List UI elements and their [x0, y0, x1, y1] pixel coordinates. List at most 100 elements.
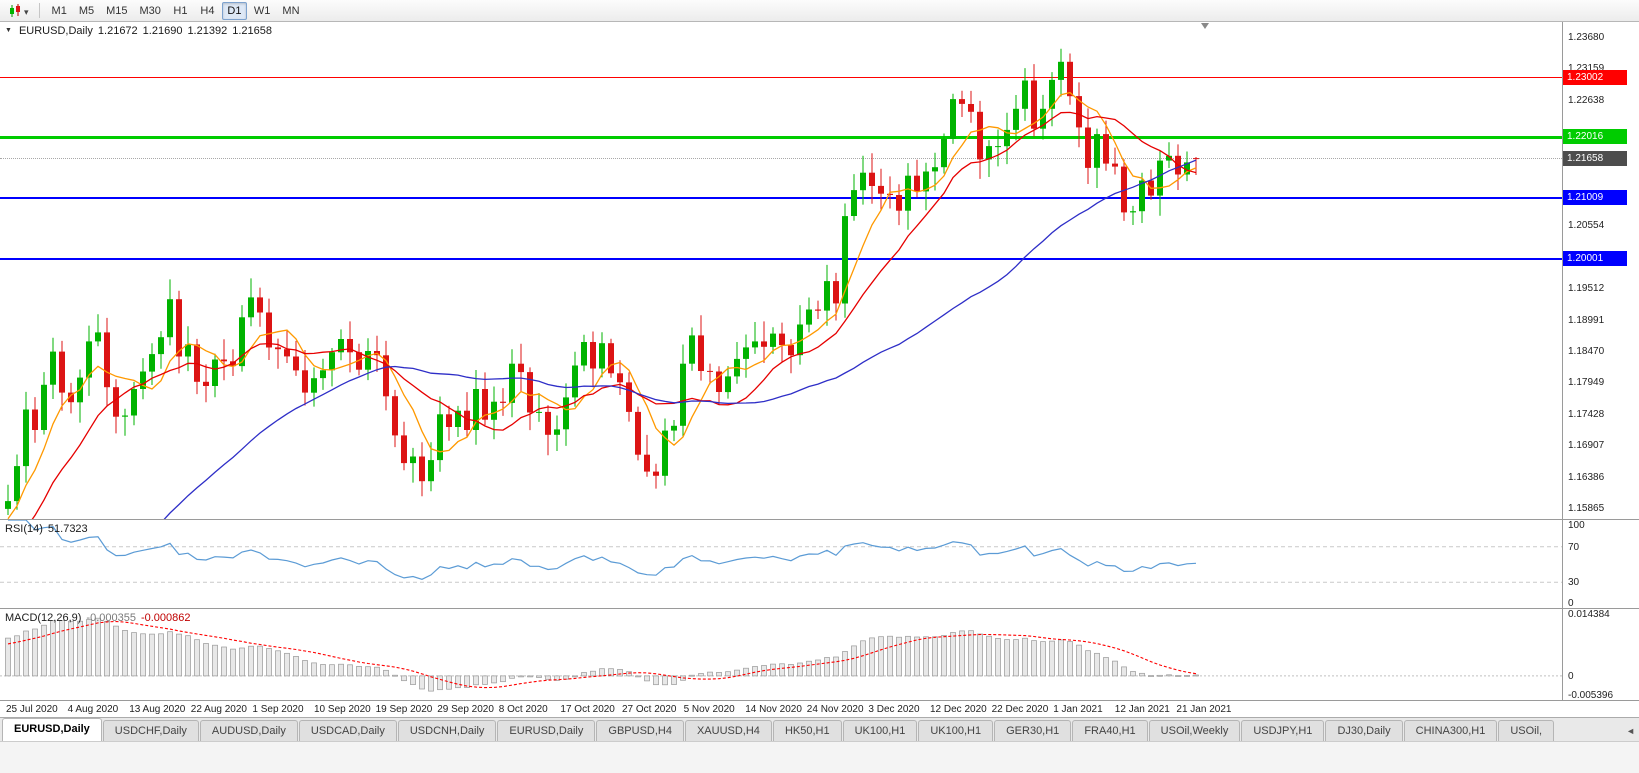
chart-tab-gbpusd-h4[interactable]: GBPUSD,H4 [596, 720, 684, 741]
time-axis-label: 1 Jan 2021 [1053, 704, 1103, 715]
status-strip [0, 741, 1639, 773]
price-chart[interactable] [0, 22, 1562, 519]
chart-tab-uk100-h1[interactable]: UK100,H1 [918, 720, 994, 741]
price-axis-tick: 1.16386 [1568, 471, 1605, 483]
macd-plot[interactable] [0, 609, 1562, 700]
chart-tab-usdjpy-h1[interactable]: USDJPY,H1 [1241, 720, 1325, 741]
chart-tab-uk100-h1[interactable]: UK100,H1 [842, 720, 918, 741]
timeframe-button-d1[interactable]: D1 [221, 1, 247, 20]
horizontal-level-line[interactable] [0, 197, 1562, 199]
price-axis-tick: 1.23680 [1568, 32, 1605, 44]
candlestick-chart-icon [10, 3, 20, 17]
price-axis-tick: 1.17949 [1568, 377, 1605, 389]
rsi-axis-tick: 30 [1568, 577, 1580, 589]
timeframe-button-m30[interactable]: M30 [139, 4, 161, 17]
current-price-badge: 1.21658 [1563, 150, 1627, 166]
macd-signal-value: -0.000862 [140, 612, 191, 624]
toolbar-separator [38, 3, 40, 18]
time-axis-label: 12 Dec 2020 [930, 704, 987, 715]
rsi-axis-tick: 0 [1568, 598, 1574, 609]
time-axis-label: 8 Oct 2020 [498, 704, 548, 715]
time-axis-label: 29 Sep 2020 [437, 704, 494, 715]
time-axis-label: 19 Sep 2020 [375, 704, 433, 715]
main-chart-pane[interactable]: EURUSD,Daily 1.21672 1.21690 1.21392 1.21658 [0, 22, 1562, 519]
tab-scroll-left-button[interactable]: ◄ [1626, 726, 1635, 736]
time-axis-label: 21 Jan 2021 [1176, 704, 1232, 715]
rsi-title: RSI(14) 51.7323 [5, 523, 93, 535]
macd-axis-tick: 0.014384 [1568, 609, 1610, 620]
timeframe-button-m5[interactable]: M5 [78, 4, 95, 17]
rsi-axis-tick: 100 [1568, 520, 1585, 531]
time-axis-label: 25 Jul 2020 [6, 704, 58, 715]
chart-type-button[interactable] [5, 2, 32, 20]
timeframe-button-mn[interactable]: MN [282, 4, 300, 17]
timeframe-button-m1[interactable]: M1 [51, 4, 67, 17]
timeframe-button-group: M1 M5 M15 M30 H1 H4 D1 W1 MN [47, 1, 305, 20]
chart-tab-hk50-h1[interactable]: HK50,H1 [772, 720, 842, 741]
chart-tab-audusd-daily[interactable]: AUDUSD,Daily [199, 720, 298, 741]
chart-tab-xauusd-h4[interactable]: XAUUSD,H4 [684, 720, 772, 741]
rsi-plot[interactable] [0, 520, 1562, 608]
price-axis-main[interactable]: 1.23680 1.23159 1.22638 1.20554 1.19512 1.189… [1563, 22, 1639, 519]
price-axis-tick: 1.23159 [1568, 63, 1604, 74]
macd-axis-tick: 0 [1568, 670, 1574, 682]
rsi-current-value: 51.7323 [47, 523, 88, 535]
time-axis-label: 12 Jan 2021 [1114, 704, 1170, 715]
time-axis-label: 13 Aug 2020 [129, 704, 186, 715]
chart-tab-usoil-weekly[interactable]: USOil,Weekly [1148, 720, 1241, 741]
price-axis-tick: 1.20554 [1568, 220, 1605, 232]
macd-axis-tick: -0.005396 [1568, 690, 1614, 701]
price-level-badge: 1.22016 [1563, 129, 1627, 145]
time-axis-label: 5 Nov 2020 [683, 704, 735, 715]
ohlc-open: 1.21672 [97, 25, 138, 37]
current-price-line [0, 157, 1562, 159]
time-axis-label: 22 Dec 2020 [991, 704, 1049, 715]
price-axis-macd[interactable]: 0.014384 0 -0.005396 [1563, 608, 1639, 701]
time-axis-label: 10 Sep 2020 [314, 704, 371, 715]
time-axis-label: 17 Oct 2020 [560, 704, 615, 715]
chart-tab-dj30-daily[interactable]: DJ30,Daily [1325, 720, 1403, 741]
price-axis-tick: 1.19512 [1568, 283, 1605, 295]
price-axis-tick: 1.16907 [1568, 440, 1605, 452]
timeframe-button-h4[interactable]: H4 [200, 4, 215, 17]
macd-pane[interactable]: MACD(12,26,9) -0.000355 -0.000862 [0, 608, 1562, 700]
time-axis-label: 24 Nov 2020 [806, 704, 864, 715]
chart-tab-ger30-h1[interactable]: GER30,H1 [994, 720, 1072, 741]
timeframe-button-h1[interactable]: H1 [173, 4, 188, 17]
macd-title: MACD(12,26,9) -0.000355 -0.000862 [5, 612, 196, 624]
symbol-title: EURUSD,Daily [18, 25, 93, 37]
timeframe-button-m15[interactable]: M15 [106, 4, 128, 17]
chevron-down-icon [24, 2, 29, 20]
price-axis-rsi[interactable]: 100 70 30 0 [1563, 519, 1639, 609]
chart-tab-bar: ◄ EURUSD,Daily USDCHF,Daily AUDUSD,Daily US… [0, 717, 1639, 741]
chart-tab-eurusd-daily[interactable]: EURUSD,Daily [497, 720, 596, 741]
price-level-badge: 1.20001 [1563, 250, 1627, 266]
price-axis-tick: 1.18991 [1568, 314, 1605, 326]
horizontal-level-line[interactable] [0, 257, 1562, 260]
rsi-pane[interactable]: RSI(14) 51.7323 [0, 519, 1562, 608]
horizontal-level-line[interactable] [0, 77, 1562, 79]
time-axis-label: 27 Oct 2020 [622, 704, 677, 715]
time-axis[interactable]: 25 Jul 2020 4 Aug 2020 13 Aug 2020 22 Aug 2… [0, 700, 1639, 717]
price-axis-tick: 1.17428 [1568, 408, 1605, 420]
chart-tab-usdcnh-daily[interactable]: USDCNH,Daily [397, 720, 497, 741]
chart-tab-china300-h1[interactable]: CHINA300,H1 [1403, 720, 1498, 741]
chart-tab-usdcad-daily[interactable]: USDCAD,Daily [298, 720, 397, 741]
chart-tab-eurusd-daily[interactable]: EURUSD,Daily [2, 718, 102, 741]
horizontal-level-line[interactable] [0, 135, 1562, 139]
toolbar: M1 M5 M15 M30 H1 H4 D1 W1 MN [0, 0, 1639, 22]
price-level-badge: 1.21009 [1563, 190, 1627, 205]
ohlc-low: 1.21392 [187, 25, 228, 37]
chart-tab-usoil[interactable]: USOil, [1498, 720, 1555, 741]
price-axis[interactable]: 1.23680 1.23159 1.22638 1.20554 1.19512 1.189… [1562, 22, 1639, 701]
timeframe-button-w1[interactable]: W1 [253, 4, 271, 17]
chart-title: EURUSD,Daily 1.21672 1.21690 1.21392 1.21658 [5, 25, 277, 37]
price-axis-tick: 1.15865 [1568, 503, 1605, 515]
chart-tab-fra40-h1[interactable]: FRA40,H1 [1072, 720, 1148, 741]
time-axis-label: 22 Aug 2020 [190, 704, 247, 715]
chart-tab-usdchf-daily[interactable]: USDCHF,Daily [102, 720, 199, 741]
chart-dropdown-icon[interactable] [5, 25, 14, 37]
rsi-indicator-name: RSI(14) [5, 523, 43, 535]
time-axis-label: 1 Sep 2020 [252, 704, 304, 715]
time-axis-label: 14 Nov 2020 [745, 704, 802, 715]
